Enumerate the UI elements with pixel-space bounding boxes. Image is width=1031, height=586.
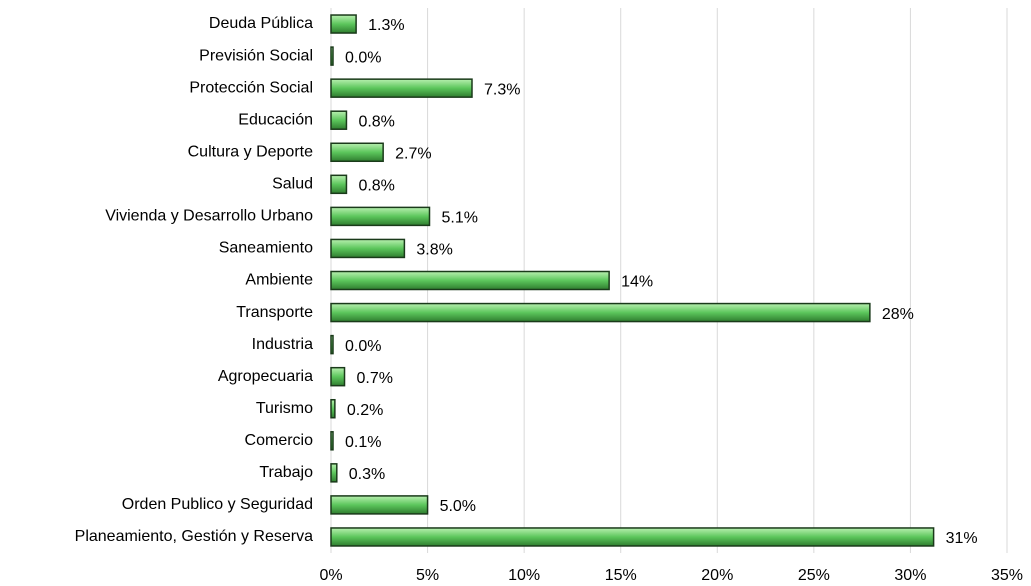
x-tick-label: 15% <box>605 567 637 584</box>
y-tick-label: Previsión Social <box>199 47 313 64</box>
value-label: 3.8% <box>416 242 452 259</box>
x-tick-label: 10% <box>508 567 540 584</box>
y-tick-label: Comercio <box>245 432 314 449</box>
bar <box>330 206 431 227</box>
bar <box>330 463 338 483</box>
y-tick-label: Turismo <box>256 400 313 417</box>
y-tick-label: Trabajo <box>259 464 313 481</box>
value-label: 0.8% <box>358 113 394 130</box>
value-label: 14% <box>621 274 653 291</box>
value-label: 7.3% <box>484 81 520 98</box>
bar <box>330 46 334 66</box>
y-tick-label: Planeamiento, Gestión y Reserva <box>75 528 313 545</box>
value-label: 0.0% <box>345 338 381 355</box>
bar <box>330 14 357 34</box>
y-tick-label: Deuda Pública <box>209 15 313 32</box>
y-tick-label: Saneamiento <box>219 240 313 257</box>
x-tick-label: 25% <box>798 567 830 584</box>
value-label: 0.0% <box>345 49 381 66</box>
bar <box>330 527 935 547</box>
bar <box>330 334 334 355</box>
y-tick-label: Salud <box>272 176 313 193</box>
y-tick-label: Ambiente <box>245 272 313 289</box>
bar <box>330 495 429 515</box>
x-tick-label: 30% <box>894 567 926 584</box>
bar <box>330 78 473 98</box>
value-label: 0.3% <box>349 466 385 483</box>
y-tick-label: Industria <box>252 336 313 353</box>
value-label: 0.7% <box>357 370 393 387</box>
x-tick-label: 5% <box>416 567 439 584</box>
y-tick-label: Educación <box>238 111 313 128</box>
value-label: 31% <box>946 530 978 547</box>
value-label: 2.7% <box>395 145 431 162</box>
y-tick-label: Orden Publico y Seguridad <box>122 496 313 513</box>
bar <box>330 174 348 195</box>
y-tick-label: Cultura y Deporte <box>188 143 313 160</box>
y-tick-label: Transporte <box>236 304 313 321</box>
y-tick-label: Agropecuaria <box>218 368 313 385</box>
value-label: 0.2% <box>347 402 383 419</box>
bar <box>330 142 384 163</box>
x-tick-label: 0% <box>319 567 342 584</box>
y-tick-label: Vivienda y Desarrollo Urbano <box>105 208 313 225</box>
value-label: 0.1% <box>345 434 381 451</box>
bar <box>330 398 336 419</box>
x-tick-label: 35% <box>991 567 1023 584</box>
value-label: 5.0% <box>440 498 476 515</box>
bar <box>330 302 871 323</box>
bar <box>330 366 346 387</box>
value-label: 5.1% <box>442 210 478 227</box>
y-tick-label: Protección Social <box>189 79 313 96</box>
bar <box>330 238 406 259</box>
bar <box>330 431 334 451</box>
value-label: 1.3% <box>368 17 404 34</box>
bar <box>330 110 348 130</box>
value-label: 28% <box>882 306 914 323</box>
bar <box>330 270 610 291</box>
value-label: 0.8% <box>358 178 394 195</box>
x-tick-label: 20% <box>701 567 733 584</box>
